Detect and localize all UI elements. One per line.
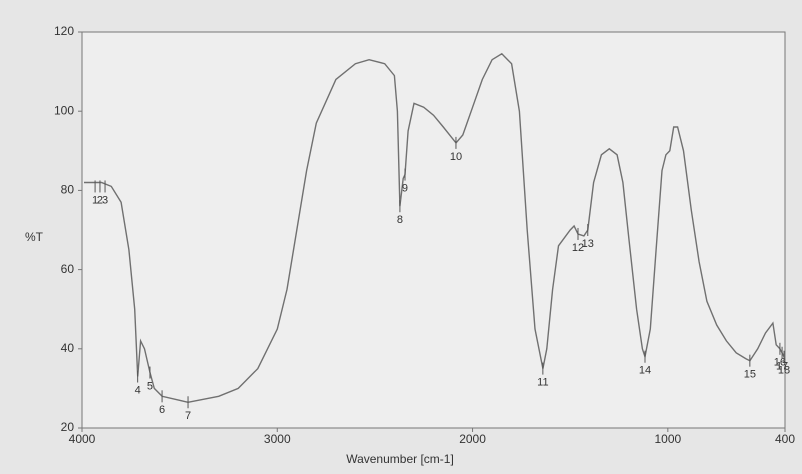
y-axis-label: %T (25, 230, 44, 244)
x-axis-label: Wavenumber [cm-1] (346, 452, 454, 466)
peak-label: 7 (185, 410, 191, 422)
peak-label: 18 (778, 365, 790, 377)
y-tick-label: 80 (61, 183, 75, 197)
peak-label: 12 (572, 242, 584, 254)
peak-label: 16 (774, 357, 786, 369)
peak-label: 5 (147, 380, 153, 392)
y-tick-label: 120 (54, 24, 74, 38)
peak-label: 17 (776, 361, 788, 373)
peak-label: 8 (397, 214, 403, 226)
peak-label: 11 (537, 377, 548, 389)
peak-label: 14 (639, 365, 651, 377)
peak-label: 1 (92, 194, 98, 206)
peak-label: 6 (159, 404, 165, 416)
y-tick-label: 60 (61, 262, 75, 276)
peak-label: 4 (135, 384, 141, 396)
peak-label: 15 (744, 369, 756, 381)
y-tick-label: 20 (61, 420, 75, 434)
y-tick-label: 100 (54, 103, 74, 117)
x-tick-label: 3000 (264, 432, 291, 446)
y-tick-label: 40 (61, 341, 75, 355)
x-tick-label: 1000 (654, 432, 681, 446)
plot-frame (81, 31, 786, 429)
x-tick-label: 2000 (459, 432, 486, 446)
peak-label: 10 (450, 151, 462, 163)
peak-label: 13 (582, 238, 594, 250)
spectrum-line (84, 52, 785, 404)
peak-label: 9 (402, 182, 408, 194)
peak-label: 3 (102, 194, 108, 206)
x-tick-label: 400 (775, 432, 795, 446)
peak-label: 2 (97, 194, 103, 206)
x-tick-label: 4000 (69, 432, 96, 446)
